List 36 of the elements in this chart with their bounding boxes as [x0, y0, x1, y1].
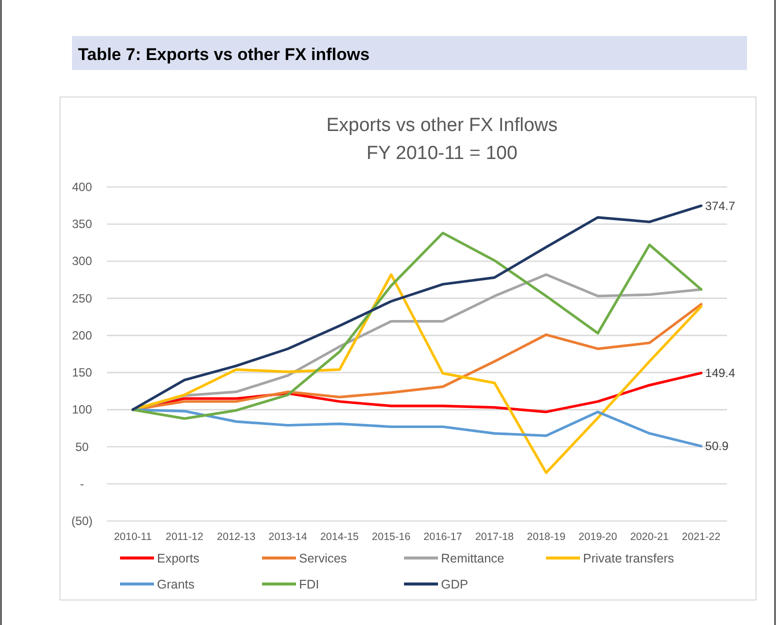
data-label: 374.7 [705, 198, 736, 213]
line-series [132, 232, 702, 420]
x-tick-label: 2018-19 [526, 531, 566, 543]
x-tick-label: 2020-21 [630, 531, 669, 543]
legend-label: GDP [441, 578, 468, 592]
x-tick-label: 2017-18 [475, 531, 514, 543]
legend-label: FDI [299, 578, 320, 592]
y-tick-label: 200 [72, 328, 92, 342]
data-label: 50.9 [705, 439, 729, 454]
x-tick-label: 2016-17 [424, 531, 462, 543]
x-tick-label: 2011-12 [166, 531, 204, 543]
chart-title: Table 7: Exports vs other FX inflows [78, 45, 370, 64]
x-tick-label: 2019-20 [578, 531, 618, 543]
line-series [132, 204, 702, 411]
y-tick-label: 100 [72, 402, 92, 417]
y-tick-label: 50 [75, 440, 89, 454]
y-tick-label: 150 [72, 366, 92, 380]
x-tick-label: 2013-14 [268, 531, 308, 543]
y-tick-label: 250 [72, 291, 92, 306]
chart-subtitle: Exports vs other FX Inflows FY 2010-11 = 100 [326, 115, 558, 164]
y-tick-label: 400 [72, 180, 92, 194]
legend-label: Private transfers [583, 552, 674, 566]
y-tick-label: 350 [72, 217, 92, 232]
data-label: 149.4 [705, 366, 736, 380]
x-tick-label: 2021-22 [682, 531, 721, 543]
x-tick-label: 2010-11 [114, 531, 152, 543]
legend-label: Grants [157, 578, 195, 592]
legend-label: Remittance [441, 552, 504, 566]
y-tick-label: 300 [72, 254, 92, 268]
legend-label: Exports [157, 552, 200, 566]
x-tick-label: 2014-15 [320, 531, 359, 543]
x-tick-label: 2012-13 [216, 531, 256, 543]
y-tick-label: (50) [71, 514, 93, 528]
legend-label: Services [299, 552, 347, 566]
x-tick-label: 2015-16 [372, 531, 411, 543]
y-tick-label: - [80, 476, 84, 491]
